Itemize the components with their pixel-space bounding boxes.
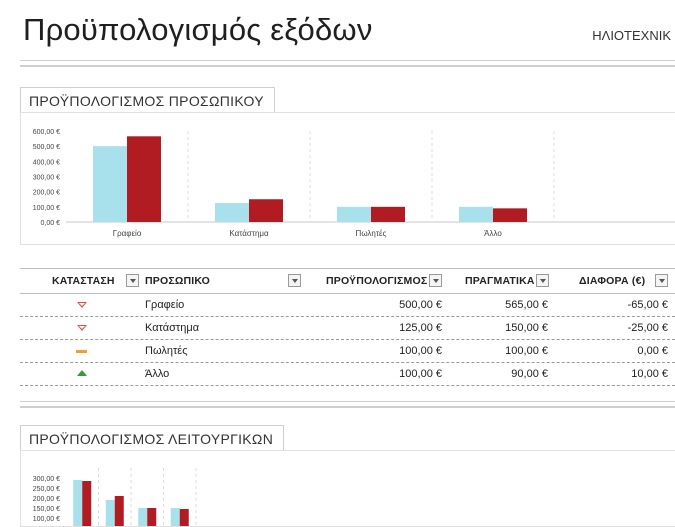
actual-bar	[179, 509, 189, 526]
row-diff: -65,00 €	[627, 299, 668, 311]
row-name: Γραφείο	[145, 299, 185, 311]
x-category-label: Πωλητές	[356, 229, 387, 238]
x-category-label: Άλλο	[484, 229, 502, 238]
actual-bar	[249, 199, 283, 222]
personnel-section-title: ΠΡΟΫΠΟΛΟΓΙΣΜΟΣ ΠΡΟΣΩΠΙΚΟΥ	[20, 87, 275, 114]
budget-bar	[73, 480, 83, 526]
row-name: Κατάστημα	[145, 322, 200, 334]
header-actual: ΠΡΑΓΜΑΤΙΚΑ	[465, 275, 535, 287]
status-filter-dropdown[interactable]	[126, 274, 139, 287]
down-triangle-icon	[77, 302, 87, 308]
diff-filter-dropdown[interactable]	[655, 274, 668, 287]
budget-bar	[337, 206, 371, 222]
personnel-table: ΚΑΤΑΣΤΑΣΗ ΠΡΟΣΩΠΙΚΟ ΠΡΟΫΠΟΛΟΓΙΣΜΟΣ ΠΡΑΓΜ…	[20, 268, 675, 386]
dash-icon	[76, 350, 87, 353]
personnel-chart-panel: 0,00 € 100,00 € 200,00 € 300,00 € 400,00 € 50…	[20, 112, 675, 245]
row-name: Άλλο	[145, 368, 170, 380]
budget-bar	[138, 508, 148, 526]
y-tick-label: 300,00 €	[33, 175, 60, 182]
section-divider	[20, 401, 675, 408]
budget-bar	[93, 146, 127, 222]
header-personnel: ΠΡΟΣΩΠΙΚΟ	[145, 275, 211, 287]
actual-filter-dropdown[interactable]	[536, 274, 549, 287]
y-tick-label: 250,00 €	[33, 486, 60, 493]
actual-bar	[147, 508, 157, 526]
row-diff: 10,00 €	[631, 368, 668, 380]
budget-bar	[459, 206, 493, 222]
y-tick-label: 200,00 €	[33, 496, 60, 503]
row-budget: 125,00 €	[399, 322, 442, 334]
operating-section-title: ΠΡΟΫΠΟΛΟΓΙΣΜΟΣ ΛΕΙΤΟΥΡΓΙΚΩΝ	[20, 425, 285, 452]
personnel-bar-chart: 0,00 € 100,00 € 200,00 € 300,00 € 400,00 € 50…	[33, 129, 675, 238]
budget-filter-dropdown[interactable]	[429, 274, 442, 287]
row-budget: 100,00 €	[399, 368, 442, 380]
down-triangle-icon	[77, 325, 87, 331]
table-header-row: ΚΑΤΑΣΤΑΣΗ ΠΡΟΣΩΠΙΚΟ ΠΡΟΫΠΟΛΟΓΙΣΜΟΣ ΠΡΑΓΜ…	[20, 268, 675, 294]
y-tick-label: 0,00 €	[41, 220, 61, 227]
table-row: Γραφείο 500,00 € 565,00 € -65,00 €	[20, 294, 675, 317]
x-category-label: Γραφείο	[113, 229, 142, 238]
y-tick-label: 300,00 €	[33, 476, 60, 483]
table-row: Κατάστημα 125,00 € 150,00 € -25,00 €	[20, 317, 675, 340]
row-diff: 0,00 €	[637, 345, 668, 357]
actual-bar	[127, 136, 161, 222]
company-name: ΗΛΙΟΤΕΧΝΙΚ	[592, 28, 671, 43]
y-tick-label: 100,00 €	[33, 205, 60, 212]
y-tick-label: 150,00 €	[33, 506, 60, 513]
x-category-label: Κατάστημα	[229, 229, 269, 238]
up-triangle-icon	[77, 370, 87, 376]
personnel-filter-dropdown[interactable]	[288, 274, 301, 287]
row-diff: -25,00 €	[627, 322, 668, 334]
budget-bar	[105, 500, 115, 526]
table-row: Άλλο 100,00 € 90,00 € 10,00 €	[20, 363, 675, 386]
operating-chart-panel: 50,00 €100,00 €150,00 €200,00 €250,00 €3…	[20, 450, 675, 527]
y-tick-label: 400,00 €	[33, 159, 60, 166]
header-diff: ΔΙΑΦΟΡΑ (€)	[579, 275, 646, 287]
budget-bar	[215, 203, 249, 222]
row-actual: 100,00 €	[505, 345, 548, 357]
budget-bar	[170, 508, 180, 526]
operating-bar-chart: 50,00 €100,00 €150,00 €200,00 €250,00 €3…	[33, 468, 197, 526]
row-name: Πωλητές	[145, 345, 188, 357]
row-budget: 500,00 €	[399, 299, 442, 311]
header-status: ΚΑΤΑΣΤΑΣΗ	[52, 275, 115, 287]
row-budget: 100,00 €	[399, 345, 442, 357]
actual-bar	[114, 496, 124, 526]
y-tick-label: 500,00 €	[33, 144, 60, 151]
actual-bar	[493, 208, 527, 222]
table-row: Πωλητές 100,00 € 100,00 € 0,00 €	[20, 340, 675, 363]
row-actual: 565,00 €	[505, 299, 548, 311]
row-actual: 90,00 €	[511, 368, 548, 380]
row-actual: 150,00 €	[505, 322, 548, 334]
header-divider	[20, 60, 675, 67]
actual-bar	[371, 206, 405, 222]
actual-bar	[82, 481, 92, 526]
y-tick-label: 600,00 €	[33, 129, 60, 136]
y-tick-label: 200,00 €	[33, 190, 60, 197]
header-budget: ΠΡΟΫΠΟΛΟΓΙΣΜΟΣ	[326, 275, 428, 287]
page-title: Προϋπολογισμός εξόδων	[23, 12, 373, 47]
